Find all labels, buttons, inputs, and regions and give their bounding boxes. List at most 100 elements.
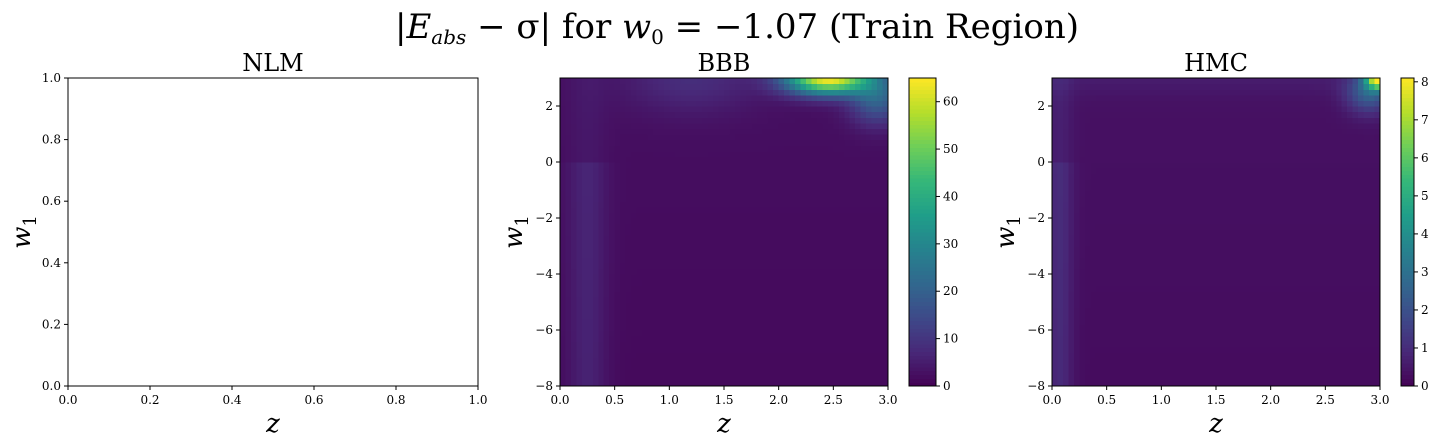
heatmap-cell	[1095, 296, 1102, 303]
heatmap-cell	[1112, 223, 1119, 230]
heatmap-cell	[795, 324, 802, 331]
heatmap-cell	[789, 83, 796, 90]
y-tick-label: 2	[545, 99, 553, 113]
heatmap-cell	[816, 324, 823, 331]
heatmap-cell	[1101, 257, 1108, 264]
heatmap-cell	[647, 313, 654, 320]
colorbar-segment	[909, 124, 936, 129]
heatmap-cell	[652, 218, 659, 225]
heatmap-cell	[1128, 128, 1135, 135]
heatmap-cell	[833, 128, 840, 135]
heatmap-cell	[1095, 352, 1102, 359]
heatmap-cell	[740, 117, 747, 124]
heatmap-cell	[598, 218, 605, 225]
heatmap-cell	[866, 117, 873, 124]
heatmap-cell	[663, 145, 670, 152]
heatmap-cell	[642, 212, 649, 219]
heatmap-cell	[1052, 78, 1059, 85]
heatmap-cell	[680, 117, 687, 124]
heatmap-cell	[734, 195, 741, 202]
heatmap-cell	[1057, 156, 1064, 163]
heatmap-cell	[1090, 307, 1097, 314]
heatmap-cell	[636, 268, 643, 275]
heatmap-cell	[778, 167, 785, 174]
heatmap-cell	[1062, 212, 1069, 219]
heatmap-cell	[1177, 122, 1184, 129]
heatmap-cell	[674, 206, 681, 213]
heatmap-cell	[625, 240, 632, 247]
heatmap-cell	[1106, 346, 1113, 353]
heatmap-cell	[1079, 268, 1086, 275]
heatmap-cell	[778, 94, 785, 101]
heatmap-cell	[729, 78, 736, 85]
heatmap-cell	[614, 302, 621, 309]
heatmap-cell	[669, 178, 676, 185]
heatmap-cell	[1172, 279, 1179, 286]
heatmap-cell	[685, 78, 692, 85]
heatmap-cell	[1188, 229, 1195, 236]
heatmap-cell	[570, 100, 577, 107]
heatmap-cell	[1090, 89, 1097, 96]
heatmap-cell	[565, 150, 572, 157]
heatmap-cell	[1194, 100, 1201, 107]
heatmap-cell	[1062, 358, 1069, 365]
heatmap-cell	[849, 212, 856, 219]
heatmap-cell	[1199, 184, 1206, 191]
heatmap-cell	[822, 369, 829, 376]
heatmap-cell	[1183, 128, 1190, 135]
heatmap-cell	[570, 162, 577, 169]
heatmap-cell	[707, 117, 714, 124]
heatmap-cell	[702, 178, 709, 185]
heatmap-cell	[1073, 285, 1080, 292]
heatmap-cell	[598, 223, 605, 230]
heatmap-cell	[685, 341, 692, 348]
heatmap-cell	[581, 117, 588, 124]
heatmap-cell	[1123, 111, 1130, 118]
heatmap-cell	[724, 302, 731, 309]
heatmap-cell	[745, 83, 752, 90]
heatmap-cell	[784, 374, 791, 381]
heatmap-cell	[1166, 106, 1173, 113]
heatmap-cell	[1166, 184, 1173, 191]
heatmap-cell	[849, 363, 856, 370]
heatmap-cell	[625, 223, 632, 230]
heatmap-cell	[636, 94, 643, 101]
heatmap-cell	[1183, 324, 1190, 331]
heatmap-cell	[1062, 78, 1069, 85]
heatmap-cell	[713, 257, 720, 264]
heatmap-cell	[718, 190, 725, 197]
heatmap-cell	[718, 262, 725, 269]
heatmap-cell	[1052, 285, 1059, 292]
heatmap-cell	[642, 201, 649, 208]
heatmap-cell	[838, 218, 845, 225]
heatmap-cell	[1188, 206, 1195, 213]
heatmap-cell	[795, 78, 802, 85]
heatmap-cell	[767, 262, 774, 269]
heatmap-cell	[1095, 240, 1102, 247]
heatmap-cell	[729, 262, 736, 269]
heatmap-cell	[696, 190, 703, 197]
heatmap-cell	[658, 229, 665, 236]
heatmap-cell	[625, 341, 632, 348]
heatmap-cell	[658, 178, 665, 185]
heatmap-cell	[691, 369, 698, 376]
heatmap-cell	[745, 173, 752, 180]
heatmap-cell	[778, 335, 785, 342]
heatmap-cell	[1090, 78, 1097, 85]
heatmap-cell	[778, 296, 785, 303]
heatmap-cell	[620, 162, 627, 169]
heatmap-cell	[822, 178, 829, 185]
heatmap-cell	[1150, 117, 1157, 124]
heatmap-cell	[1057, 195, 1064, 202]
heatmap-cell	[620, 150, 627, 157]
heatmap-cell	[1117, 352, 1124, 359]
heatmap-cell	[1090, 111, 1097, 118]
heatmap-cell	[696, 285, 703, 292]
heatmap-cell	[570, 234, 577, 241]
heatmap-cell	[669, 369, 676, 376]
heatmap-cell	[773, 335, 780, 342]
heatmap-cell	[767, 111, 774, 118]
heatmap-cell	[1052, 330, 1059, 337]
heatmap-cell	[576, 122, 583, 129]
heatmap-cell	[636, 330, 643, 337]
